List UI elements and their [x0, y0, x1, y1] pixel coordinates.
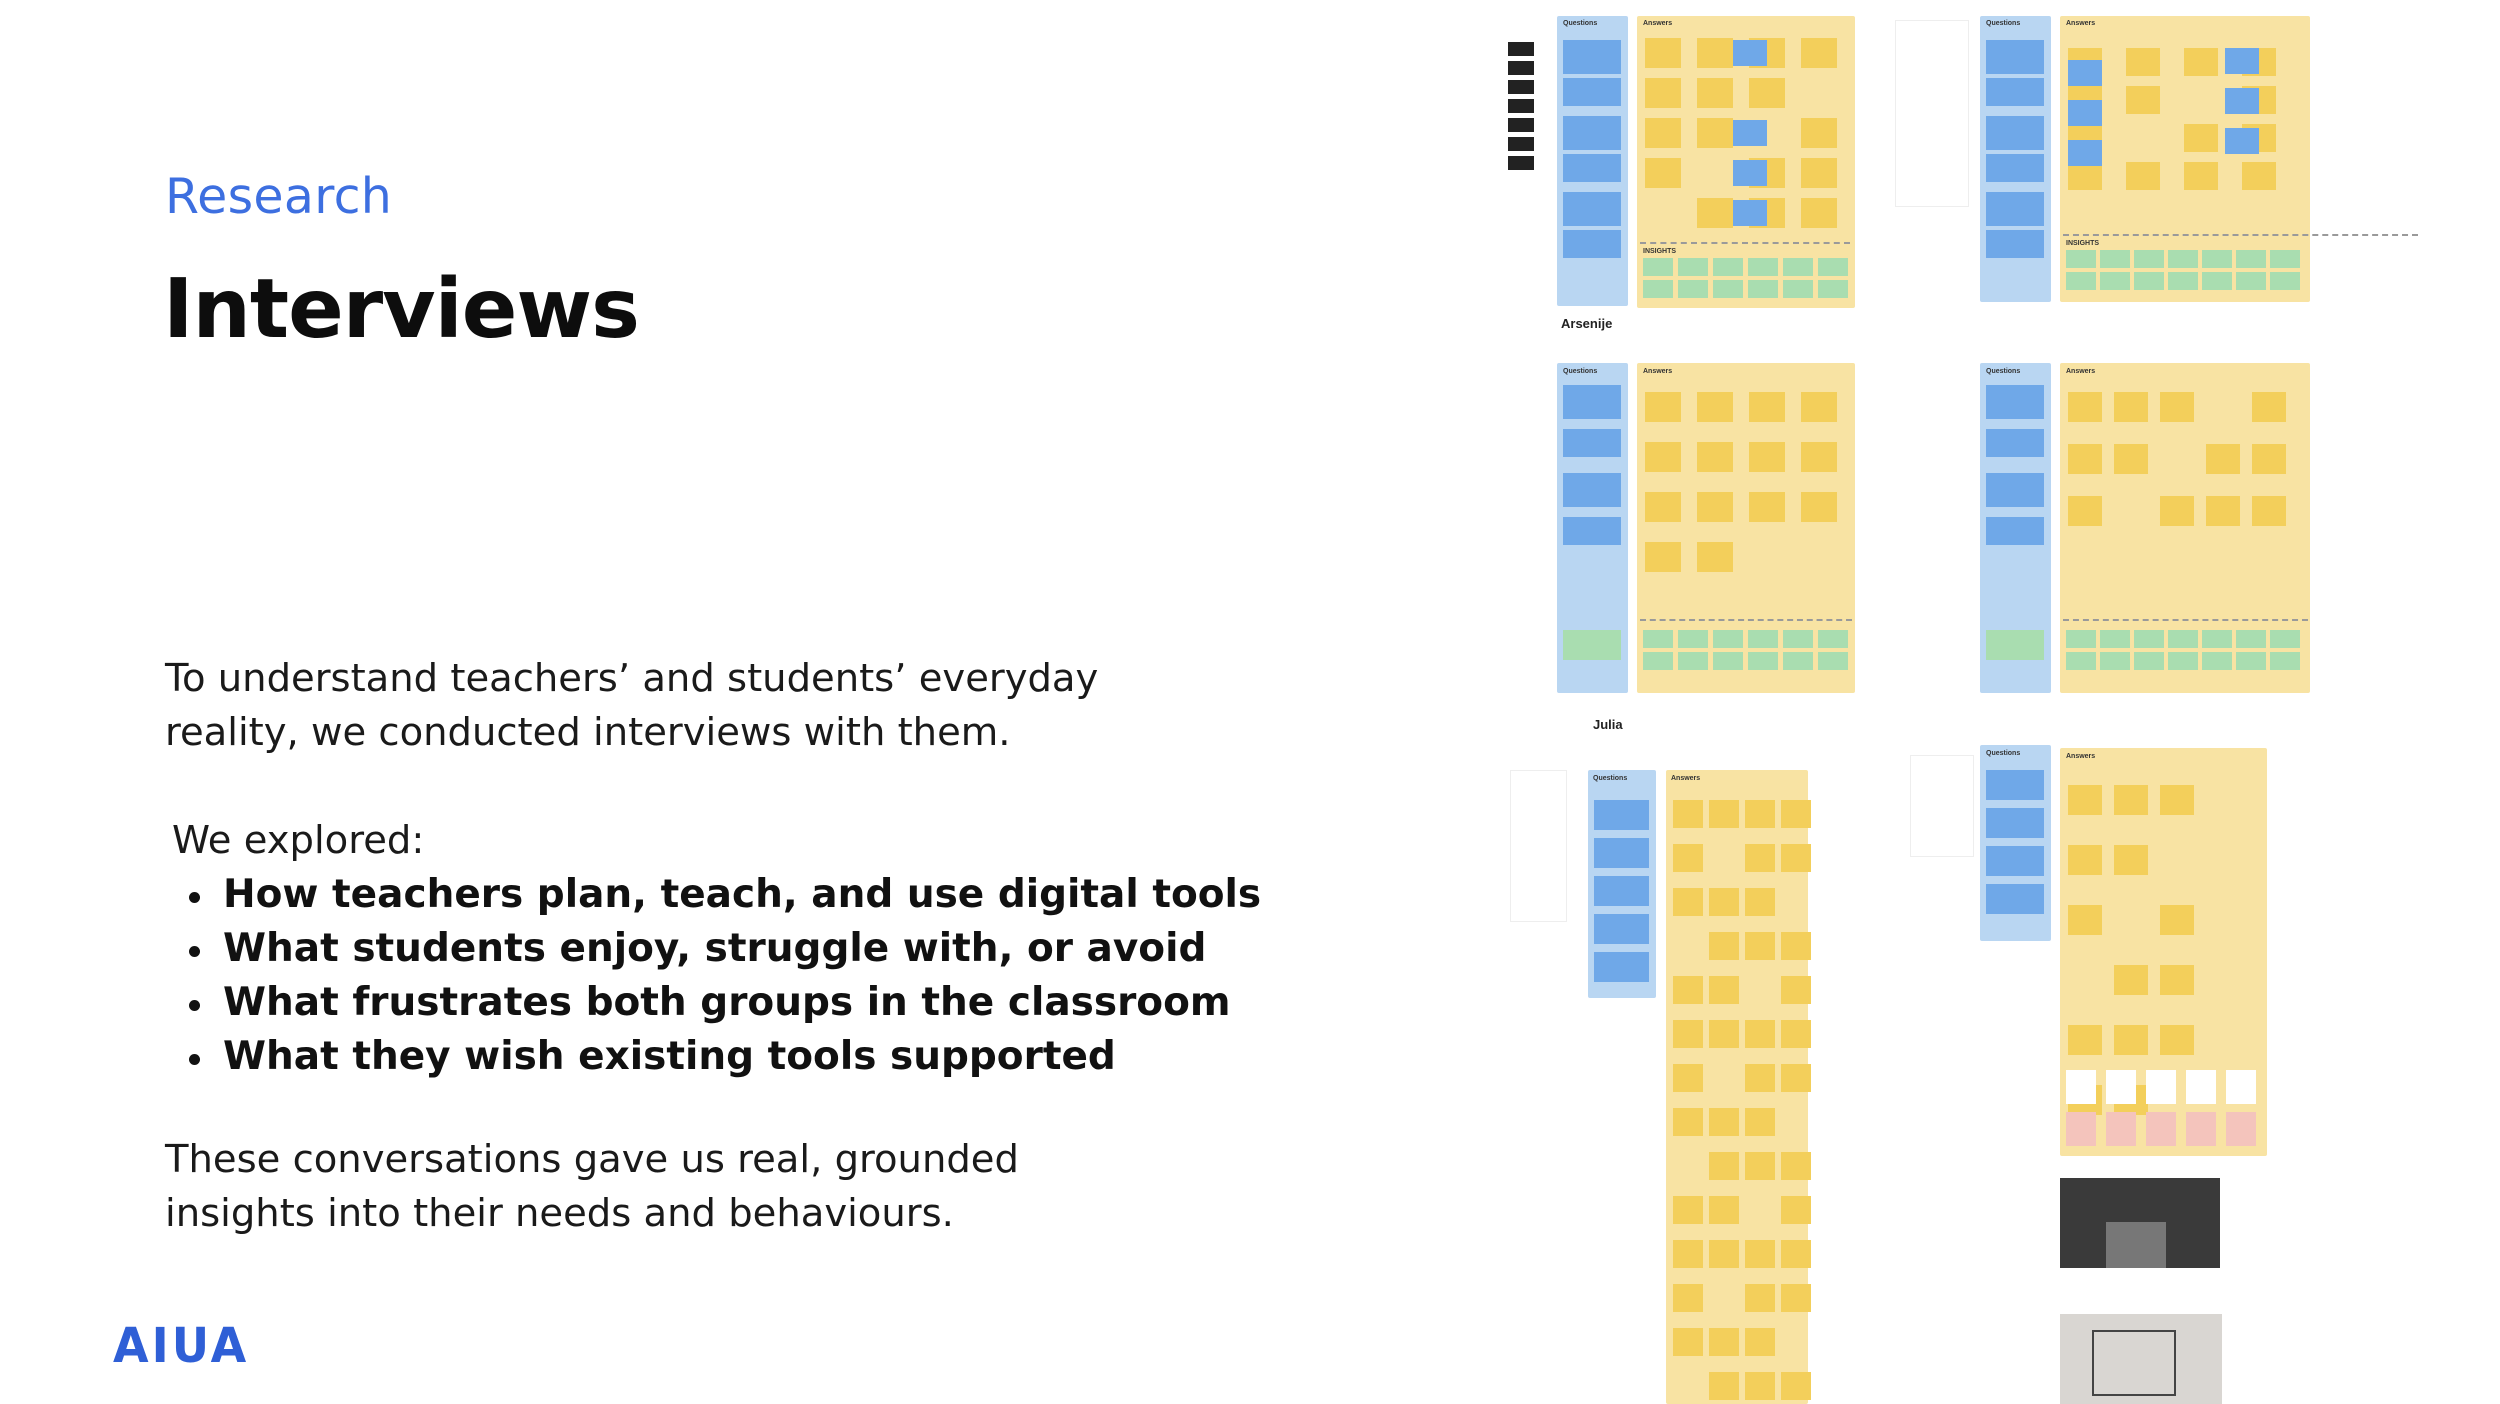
list-item: How teachers plan, teach, and use digita… [165, 868, 1261, 922]
answers-label: Answers [2066, 368, 2096, 375]
questions-column [1557, 16, 1628, 306]
questions-column [1588, 770, 1656, 998]
answers-label: Answers [2066, 20, 2096, 27]
sketch-photo [2060, 1314, 2222, 1404]
answers-column [1637, 16, 1855, 308]
questions-label: Questions [1986, 368, 2021, 375]
notes-sheet [1510, 770, 1567, 922]
questions-column [1980, 363, 2051, 693]
brand-logo: AIUA [113, 1316, 250, 1374]
answers-column [2060, 363, 2310, 693]
thumbnail [1508, 42, 1534, 56]
questions-label: Questions [1986, 750, 2021, 757]
notes-sheet [1910, 755, 1974, 857]
answers-label: Answers [2066, 753, 2096, 760]
answers-column [2060, 16, 2310, 302]
questions-label: Questions [1593, 775, 1628, 782]
answers-label: Answers [1671, 775, 1701, 782]
thumbnail [1508, 137, 1534, 151]
thumbnail [1508, 156, 1534, 170]
thumbnail [1508, 99, 1534, 113]
list-item: What they wish existing tools supported [165, 1030, 1261, 1084]
notes-sheet [1895, 20, 1969, 207]
questions-column [1557, 363, 1628, 693]
questions-label: Questions [1563, 20, 1598, 27]
questions-column [1980, 16, 2051, 302]
outro-paragraph: These conversations gave us real, ground… [165, 1137, 1019, 1236]
thumbnail [1508, 118, 1534, 132]
board-name: Julia [1593, 717, 1623, 732]
answers-column [1666, 770, 1808, 1404]
questions-column [1980, 745, 2051, 941]
questions-label: Questions [1986, 20, 2021, 27]
sketch-drawing [2092, 1330, 2176, 1396]
divider [2063, 619, 2308, 621]
answers-column [2060, 748, 2267, 1156]
explored-label: We explored: [172, 818, 425, 863]
answers-column [1637, 363, 1855, 693]
thumbnail [1508, 80, 1534, 94]
participant-thumbnail [2106, 1222, 2166, 1268]
page-title: Interviews [163, 262, 640, 357]
thumbnail [1508, 61, 1534, 75]
insights-label: INSIGHTS [1643, 248, 1677, 255]
divider [2063, 234, 2418, 236]
list-item: What students enjoy, struggle with, or a… [165, 922, 1261, 976]
divider [1640, 242, 1850, 244]
board-name: Arsenije [1561, 316, 1613, 331]
section-label: Research [165, 168, 393, 225]
divider [1640, 619, 1852, 621]
insights-label: INSIGHTS [2066, 240, 2100, 247]
explored-list: How teachers plan, teach, and use digita… [165, 868, 1261, 1084]
questions-label: Questions [1563, 368, 1598, 375]
answers-label: Answers [1643, 20, 1673, 27]
intro-paragraph: To understand teachers’ and students’ ev… [165, 656, 1099, 755]
answers-label: Answers [1643, 368, 1673, 375]
list-item: What frustrates both groups in the class… [165, 976, 1261, 1030]
